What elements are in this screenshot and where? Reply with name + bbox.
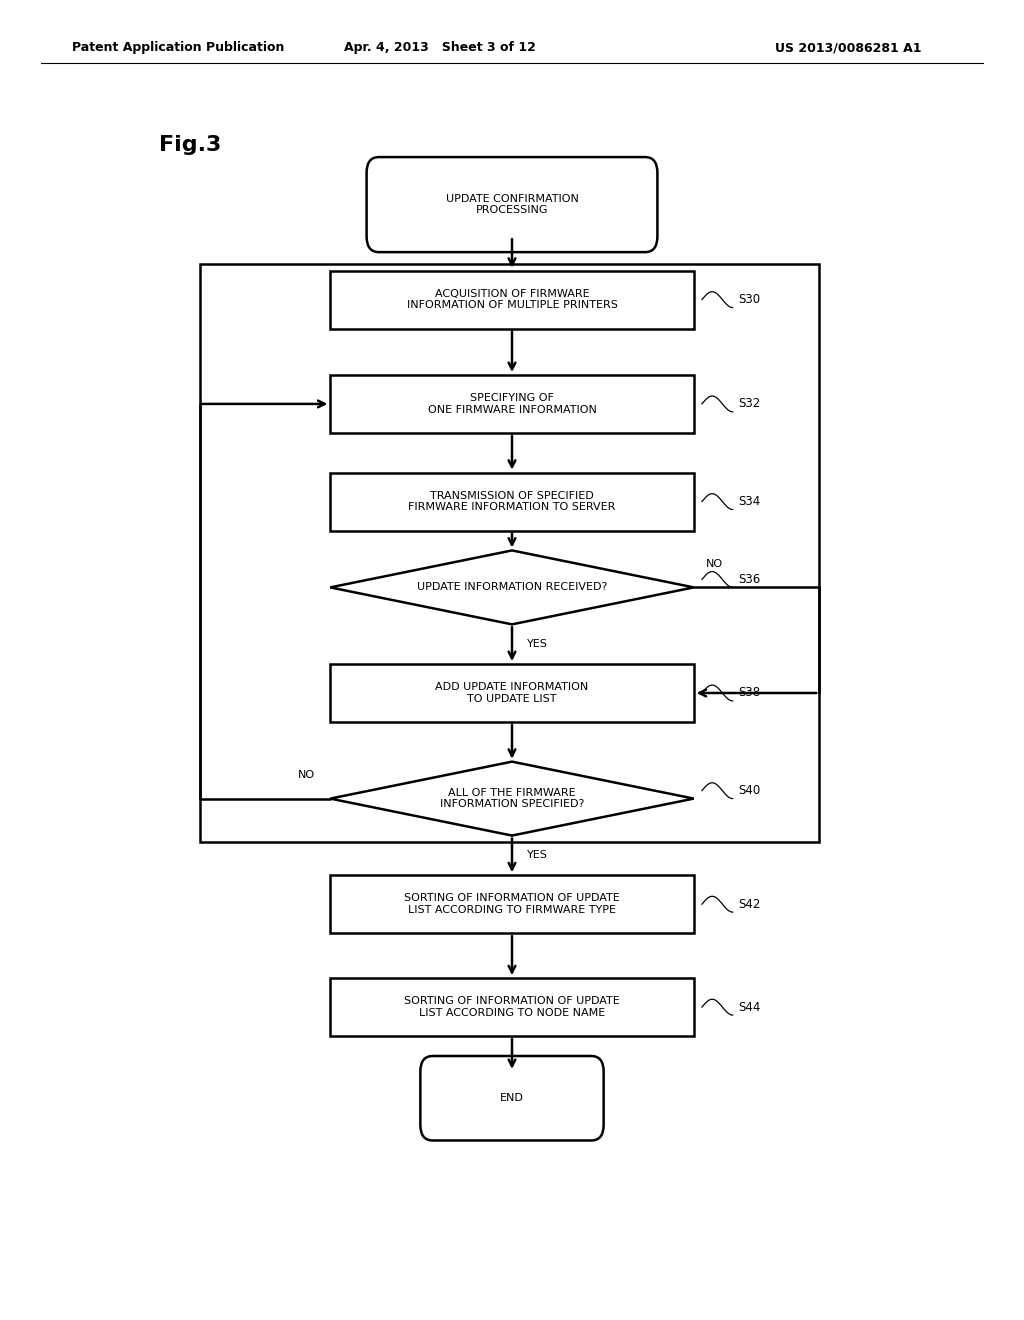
Text: Patent Application Publication: Patent Application Publication — [72, 41, 284, 54]
Text: TRANSMISSION OF SPECIFIED
FIRMWARE INFORMATION TO SERVER: TRANSMISSION OF SPECIFIED FIRMWARE INFOR… — [409, 491, 615, 512]
Text: SPECIFYING OF
ONE FIRMWARE INFORMATION: SPECIFYING OF ONE FIRMWARE INFORMATION — [428, 393, 596, 414]
Text: UPDATE INFORMATION RECEIVED?: UPDATE INFORMATION RECEIVED? — [417, 582, 607, 593]
Text: SORTING OF INFORMATION OF UPDATE
LIST ACCORDING TO FIRMWARE TYPE: SORTING OF INFORMATION OF UPDATE LIST AC… — [404, 894, 620, 915]
Bar — [330, 875, 694, 933]
Text: S44: S44 — [737, 1001, 760, 1014]
Text: S38: S38 — [737, 686, 760, 700]
Text: NO: NO — [298, 770, 315, 780]
Text: UPDATE CONFIRMATION
PROCESSING: UPDATE CONFIRMATION PROCESSING — [445, 194, 579, 215]
Text: ADD UPDATE INFORMATION
TO UPDATE LIST: ADD UPDATE INFORMATION TO UPDATE LIST — [435, 682, 589, 704]
Text: S30: S30 — [737, 293, 760, 306]
Text: SORTING OF INFORMATION OF UPDATE
LIST ACCORDING TO NODE NAME: SORTING OF INFORMATION OF UPDATE LIST AC… — [404, 997, 620, 1018]
Bar — [330, 375, 694, 433]
Text: Fig.3: Fig.3 — [159, 135, 221, 156]
Bar — [330, 978, 694, 1036]
Bar — [330, 664, 694, 722]
Text: YES: YES — [527, 850, 548, 861]
Bar — [330, 271, 694, 329]
Text: S34: S34 — [737, 495, 760, 508]
Text: S32: S32 — [737, 397, 760, 411]
Text: S42: S42 — [737, 898, 760, 911]
Text: ALL OF THE FIRMWARE
INFORMATION SPECIFIED?: ALL OF THE FIRMWARE INFORMATION SPECIFIE… — [440, 788, 584, 809]
FancyBboxPatch shape — [420, 1056, 603, 1140]
Text: END: END — [500, 1093, 524, 1104]
Polygon shape — [330, 550, 694, 624]
Text: Apr. 4, 2013   Sheet 3 of 12: Apr. 4, 2013 Sheet 3 of 12 — [344, 41, 537, 54]
Polygon shape — [330, 762, 694, 836]
Text: S36: S36 — [737, 573, 760, 586]
Text: ACQUISITION OF FIRMWARE
INFORMATION OF MULTIPLE PRINTERS: ACQUISITION OF FIRMWARE INFORMATION OF M… — [407, 289, 617, 310]
Text: US 2013/0086281 A1: US 2013/0086281 A1 — [775, 41, 922, 54]
Text: S40: S40 — [737, 784, 760, 797]
FancyBboxPatch shape — [367, 157, 657, 252]
Bar — [330, 473, 694, 531]
Bar — [200, 264, 819, 842]
Text: NO: NO — [707, 558, 723, 569]
Text: YES: YES — [527, 639, 548, 649]
